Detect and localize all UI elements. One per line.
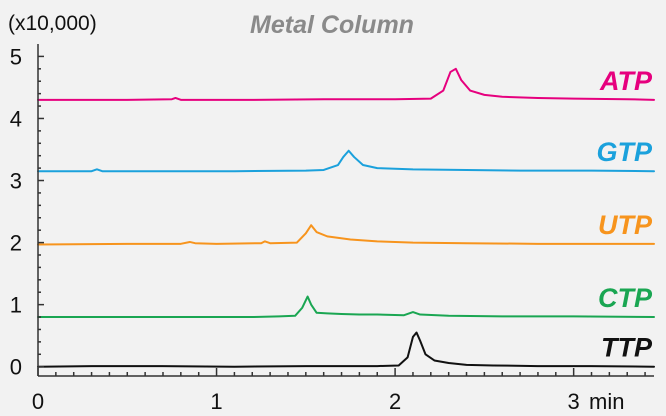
series-label-atp: ATP xyxy=(599,66,653,96)
y-multiplier-label: (x10,000) xyxy=(8,12,97,35)
series-label-gtp: GTP xyxy=(596,137,652,167)
x-tick-label: 0 xyxy=(32,389,44,414)
series-line-ctp xyxy=(37,295,655,319)
y-tick-label: 0 xyxy=(10,355,22,380)
x-tick-label: 1 xyxy=(210,389,222,414)
series-line-ttp xyxy=(37,331,655,368)
series-label-group: TTP CTP UTP GTP ATP xyxy=(596,66,653,363)
series-label-utp: UTP xyxy=(598,210,653,240)
series-line-gtp xyxy=(37,149,655,173)
series-label-ttp: TTP xyxy=(601,333,653,363)
y-tick-label: 2 xyxy=(10,231,22,256)
y-axis-ticks: 0 1 2 3 4 5 xyxy=(10,44,44,380)
x-tick-label: 3 xyxy=(568,389,580,414)
series-line-utp xyxy=(37,224,655,246)
series-group xyxy=(37,67,655,368)
y-tick-label: 3 xyxy=(10,169,22,194)
x-axis-ticks: 0 1 2 3 xyxy=(32,368,646,414)
y-tick-label: 5 xyxy=(10,44,22,69)
y-tick-label: 4 xyxy=(10,106,22,131)
y-tick-label: 1 xyxy=(10,293,22,318)
chart-title: Metal Column xyxy=(250,11,414,39)
x-tick-label: 2 xyxy=(389,389,401,414)
series-line-atp xyxy=(37,67,655,101)
x-axis-unit-label: min xyxy=(589,389,624,414)
series-label-ctp: CTP xyxy=(598,283,653,313)
